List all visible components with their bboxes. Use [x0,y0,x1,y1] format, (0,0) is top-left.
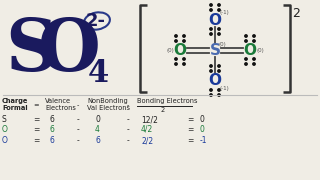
Text: -: - [127,136,130,145]
Text: -: - [127,115,130,124]
Circle shape [210,28,212,30]
Text: =: = [33,136,39,145]
Text: 0: 0 [200,125,205,134]
Circle shape [183,35,185,37]
Text: =: = [187,136,193,145]
Circle shape [218,94,220,96]
Text: S: S [5,15,57,86]
Circle shape [218,33,220,35]
Circle shape [218,89,220,91]
Text: O: O [2,125,8,134]
Text: -: - [77,115,80,124]
Text: 6: 6 [49,115,54,124]
Text: 2-: 2- [86,12,106,30]
Text: Bonding Electrons: Bonding Electrons [137,98,197,104]
Text: (-1): (-1) [219,10,229,15]
Text: 2: 2 [292,7,300,20]
Circle shape [218,9,220,11]
Text: O: O [173,42,187,57]
Text: O: O [244,42,257,57]
Circle shape [210,94,212,96]
Text: (0): (0) [218,42,226,46]
Text: Valence
Electrons: Valence Electrons [45,98,76,111]
Text: 4/2: 4/2 [141,125,153,134]
Circle shape [218,65,220,67]
Text: Charge
Formal: Charge Formal [2,98,28,111]
Text: =: = [187,125,193,134]
Circle shape [253,35,255,37]
Text: =: = [33,125,39,134]
Text: O: O [38,15,101,86]
Text: -: - [77,102,79,108]
Text: 2/2: 2/2 [141,136,153,145]
Circle shape [183,58,185,60]
Circle shape [218,4,220,6]
Circle shape [175,35,177,37]
Text: 6: 6 [49,136,54,145]
Text: S: S [2,115,7,124]
Text: (0): (0) [166,48,174,53]
Circle shape [253,63,255,65]
Circle shape [253,58,255,60]
Text: =: = [187,115,193,124]
Circle shape [210,65,212,67]
Text: NonBonding
Val Electrons: NonBonding Val Electrons [87,98,130,111]
Text: -: - [127,102,129,108]
Text: (0): (0) [256,48,264,53]
Circle shape [245,35,247,37]
Circle shape [218,28,220,30]
Text: 6: 6 [49,125,54,134]
Text: O: O [209,12,221,28]
Text: S: S [210,42,220,57]
Circle shape [210,70,212,72]
Text: -: - [77,136,80,145]
Text: 4: 4 [95,125,100,134]
Text: 4: 4 [88,58,109,89]
Circle shape [245,58,247,60]
Circle shape [210,4,212,6]
Text: (-1): (-1) [219,86,229,91]
Text: 0: 0 [95,115,100,124]
Text: -1: -1 [200,136,207,145]
Circle shape [210,89,212,91]
Text: O: O [2,136,8,145]
Circle shape [245,63,247,65]
Text: =: = [33,115,39,124]
Text: 2: 2 [161,107,165,113]
Circle shape [183,63,185,65]
Text: =: = [33,102,38,108]
Circle shape [175,58,177,60]
Circle shape [183,40,185,42]
Circle shape [245,40,247,42]
Text: 6: 6 [95,136,100,145]
Text: 0: 0 [200,115,205,124]
Circle shape [175,63,177,65]
Text: -: - [77,125,80,134]
Text: 12/2: 12/2 [141,115,158,124]
Text: -: - [127,125,130,134]
Circle shape [210,33,212,35]
Text: O: O [209,73,221,87]
Circle shape [253,40,255,42]
Circle shape [210,9,212,11]
Circle shape [218,70,220,72]
Circle shape [175,40,177,42]
